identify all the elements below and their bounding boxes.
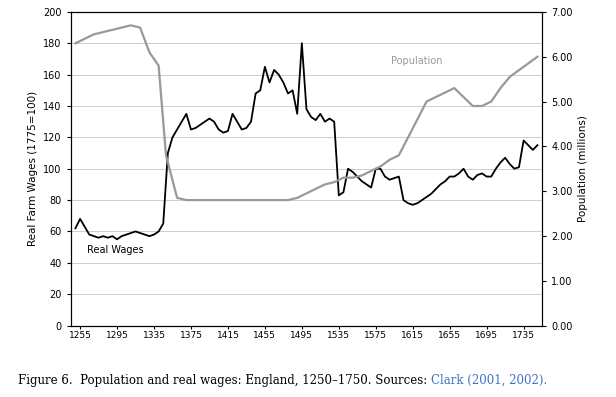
Text: Figure 6.  Population and real wages: England, 1250–1750. Sources:: Figure 6. Population and real wages: Eng… <box>18 374 431 387</box>
Text: Real Wages: Real Wages <box>87 245 144 255</box>
Text: Clark (2001, 2002).: Clark (2001, 2002). <box>431 374 548 387</box>
Y-axis label: Real Farm Wages (1775=100): Real Farm Wages (1775=100) <box>28 91 38 246</box>
Y-axis label: Population (millions): Population (millions) <box>578 115 588 222</box>
Text: Population: Population <box>392 56 443 66</box>
